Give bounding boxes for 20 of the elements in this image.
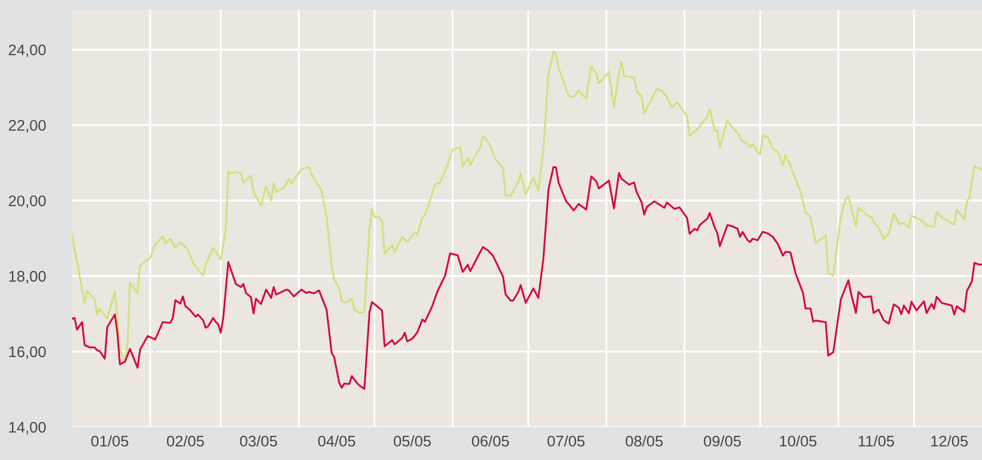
x-tick-label: 06/05 (472, 435, 509, 447)
y-tick-label: 22,00 (8, 120, 46, 133)
y-tick-label: 14,00 (9, 422, 46, 434)
x-tick-label: 10/05 (780, 435, 816, 447)
line-series (72, 50, 982, 362)
x-tick-label: 02/05 (166, 435, 204, 447)
line-series (72, 166, 982, 390)
x-tick-label: 09/05 (704, 435, 741, 447)
x-tick-label: 11/05 (858, 435, 894, 447)
x-tick-label: 05/05 (394, 435, 431, 447)
y-tick-label: 20,00 (8, 195, 46, 208)
x-tick-label: 12/05 (931, 435, 968, 447)
x-tick-label: 03/05 (240, 435, 278, 447)
x-tick-label: 08/05 (626, 435, 663, 447)
y-tick-label: 18,00 (9, 270, 46, 284)
x-tick-label: 07/05 (548, 435, 585, 447)
y-tick-label: 24,00 (8, 44, 46, 58)
y-tick-label: 16,00 (9, 346, 46, 360)
x-tick-label: 04/05 (318, 435, 356, 447)
x-tick-label: 01/05 (91, 435, 128, 447)
